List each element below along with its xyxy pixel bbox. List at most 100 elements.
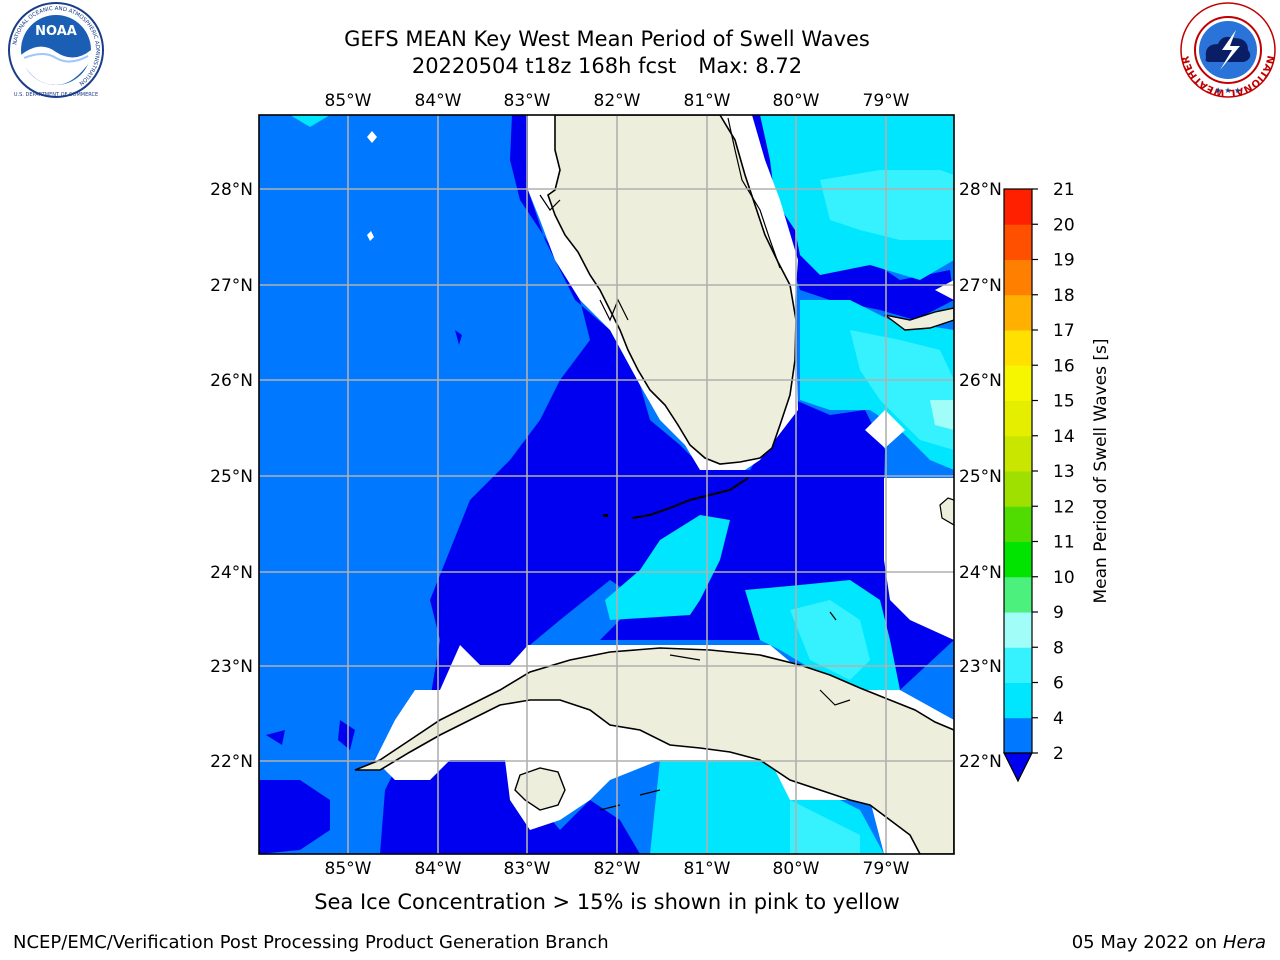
footer-date: 05 May 2022 on Hera [1072,932,1266,953]
lon-label: 84°W [415,91,462,111]
lon-label: 85°W [325,859,372,879]
colorbar-ticks: 2 4 6 8 9 10 11 12 13 14 15 16 17 18 19 20 21 [1032,180,1075,764]
colorbar-tick-label: 10 [1053,568,1075,588]
colorbar-segment [1004,612,1032,648]
colorbar-tick-label: 4 [1053,709,1064,729]
lat-label: 22°N [959,752,1002,772]
colorbar-segment [1004,400,1032,437]
colorbar-segment [1004,682,1032,719]
colorbar-tick-label: 11 [1053,533,1075,553]
lon-label: 85°W [325,91,372,111]
title-line-2: 20220504 t18z 168h fcst Max: 8.72 [257,53,957,80]
colorbar-tick-label: 12 [1053,497,1075,517]
lon-label: 83°W [504,91,551,111]
colorbar-segment [1004,471,1032,507]
contour-field [259,115,954,854]
lon-label: 82°W [594,859,641,879]
dry-tortugas [603,514,608,517]
forecast-time: 20220504 t18z 168h fcst [411,54,677,78]
colorbar-tick-label: 14 [1053,427,1075,447]
band-6-8-south [790,800,860,854]
lon-label: 83°W [504,859,551,879]
lon-label: 80°W [773,859,820,879]
band-below-2-central [380,115,954,854]
colorbar-segment [1004,189,1032,225]
colorbar-segment [1004,506,1032,542]
colorbar-segment [1004,576,1032,613]
noaa-logo-text: NOAA [35,24,77,39]
lat-label: 26°N [959,371,1002,391]
colorbar-tick-label: 18 [1053,286,1075,306]
lat-label: 22°N [210,752,253,772]
lon-labels-top: 85°W 84°W 83°W 82°W 81°W 80°W 79°W [325,91,910,111]
lon-label: 82°W [594,91,641,111]
lon-label: 81°W [684,859,731,879]
colorbar-tick-label: 8 [1053,638,1064,658]
band-below-2-east [752,115,954,320]
lat-labels-left: 28°N 27°N 26°N 25°N 24°N 23°N 22°N [210,180,253,772]
colorbar-under-triangle [1003,752,1033,783]
colorbar-tick-label: 17 [1053,321,1075,341]
nws-stars: ★ ★ ★ [1215,86,1242,95]
colorbar-tick-label: 20 [1053,215,1075,235]
sea-ice-caption: Sea Ice Concentration > 15% is shown in … [314,890,900,914]
colorbar-segment [1004,365,1032,401]
lon-label: 80°W [773,91,820,111]
colorbar-tick-label: 2 [1053,744,1064,764]
lat-label: 28°N [959,180,1002,200]
colorbar-tick-label: 19 [1053,251,1075,271]
lat-label: 24°N [210,563,253,583]
colorbar-tick-label: 15 [1053,392,1075,412]
land-andros [939,497,954,526]
colorbar-segment [1004,330,1032,366]
lon-labels-bottom: 85°W 84°W 83°W 82°W 81°W 80°W 79°W [325,859,910,879]
colorbar-segment [1004,435,1032,472]
colorbar-segment [1004,259,1032,296]
nws-ring-text: NATIONAL WEATHER SERVICE [0,0,1276,98]
lat-label: 24°N [959,563,1002,583]
footer-machine: Hera [1222,932,1266,953]
coastline-detail [539,117,851,811]
band-6-8-east [850,330,954,450]
map-title: GEFS MEAN Key West Mean Period of Swell … [257,26,957,80]
colorbar-label: Mean Period of Swell Waves [s] [1091,339,1111,604]
map-frame [258,114,955,855]
lat-labels-right: 28°N 27°N 26°N 25°N 24°N 23°N 22°N [959,180,1002,772]
lat-label: 25°N [210,467,253,487]
colorbar-segment [1004,224,1032,260]
lat-label: 28°N [210,180,253,200]
band-below-2-southwest [259,780,330,854]
lat-label: 27°N [959,276,1002,296]
colorbar-segment [1004,647,1032,683]
lon-label: 84°W [415,859,462,879]
land-florida [547,115,797,465]
colorbar-segment [1004,294,1032,331]
title-line-1: GEFS MEAN Key West Mean Period of Swell … [344,27,870,51]
lon-label: 79°W [863,859,910,879]
colorbar-segments [1004,189,1032,754]
footer-date-text: 05 May 2022 on [1071,932,1218,953]
lon-label: 79°W [863,91,910,111]
band-8-9-east [930,400,954,430]
noaa-logo: NOAA NATIONAL OCEANIC AND ATMOSPHERIC AD… [8,2,104,98]
colorbar-tick-label: 21 [1053,180,1075,200]
lat-label: 25°N [959,467,1002,487]
footer-org: NCEP/EMC/Verification Post Processing Pr… [13,932,609,953]
max-value: Max: 8.72 [698,54,803,78]
florida-keys [631,477,749,519]
noaa-bottom-text: U.S. DEPARTMENT OF COMMERCE [14,92,98,98]
land-grand-bahama [884,307,954,331]
colorbar: 2 4 6 8 9 10 11 12 13 14 15 16 17 18 19 20 21 Mean Perio… [1003,180,1111,783]
colorbar-tick-label: 6 [1053,674,1064,694]
band-6-8-northeast [820,170,954,240]
lon-label: 81°W [684,91,731,111]
colorbar-tick-label: 13 [1053,462,1075,482]
lat-label: 26°N [210,371,253,391]
colorbar-tick-label: 16 [1053,356,1075,376]
lat-label: 23°N [210,657,253,677]
nws-logo: NATIONAL WEATHER SERVICE ★ ★ ★ [0,0,1276,98]
land-cuba [354,647,954,854]
lat-label: 23°N [959,657,1002,677]
band-4-6-keys [605,515,730,620]
